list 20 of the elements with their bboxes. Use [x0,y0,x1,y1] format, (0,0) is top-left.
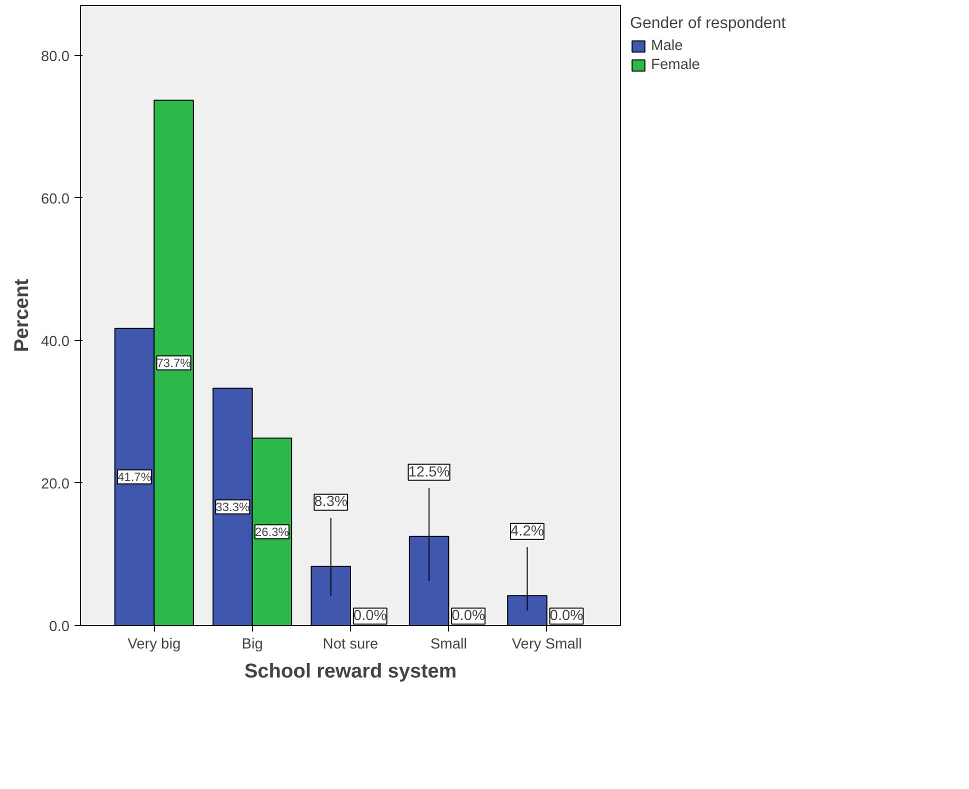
data-label: 12.5% [408,464,450,480]
y-tick-label: 20.0 [40,476,70,492]
y-tick-label: 60.0 [40,191,70,208]
y-tick-label: 0.0 [49,619,70,635]
x-tick-label: Very big [128,636,181,652]
legend-title: Gender of respondent [630,15,786,33]
data-label: 8.3% [314,494,348,510]
data-label: 0.0% [353,608,387,624]
y-tick-label: 80.0 [40,48,70,65]
x-tick-label: Big [242,636,263,652]
data-label: 0.0% [452,608,486,624]
x-axis-title: School reward system [244,660,457,682]
x-tick-label: Small [430,636,468,652]
y-tick-label: 40.0 [40,334,70,350]
y-axis-title: Percent [10,278,33,352]
x-tick-label: Not sure [322,636,378,652]
x-tick-label: Very Small [512,636,582,652]
legend-label: Male [651,38,683,54]
data-label: 26.3% [254,524,290,539]
legend-label: Female [651,57,700,73]
